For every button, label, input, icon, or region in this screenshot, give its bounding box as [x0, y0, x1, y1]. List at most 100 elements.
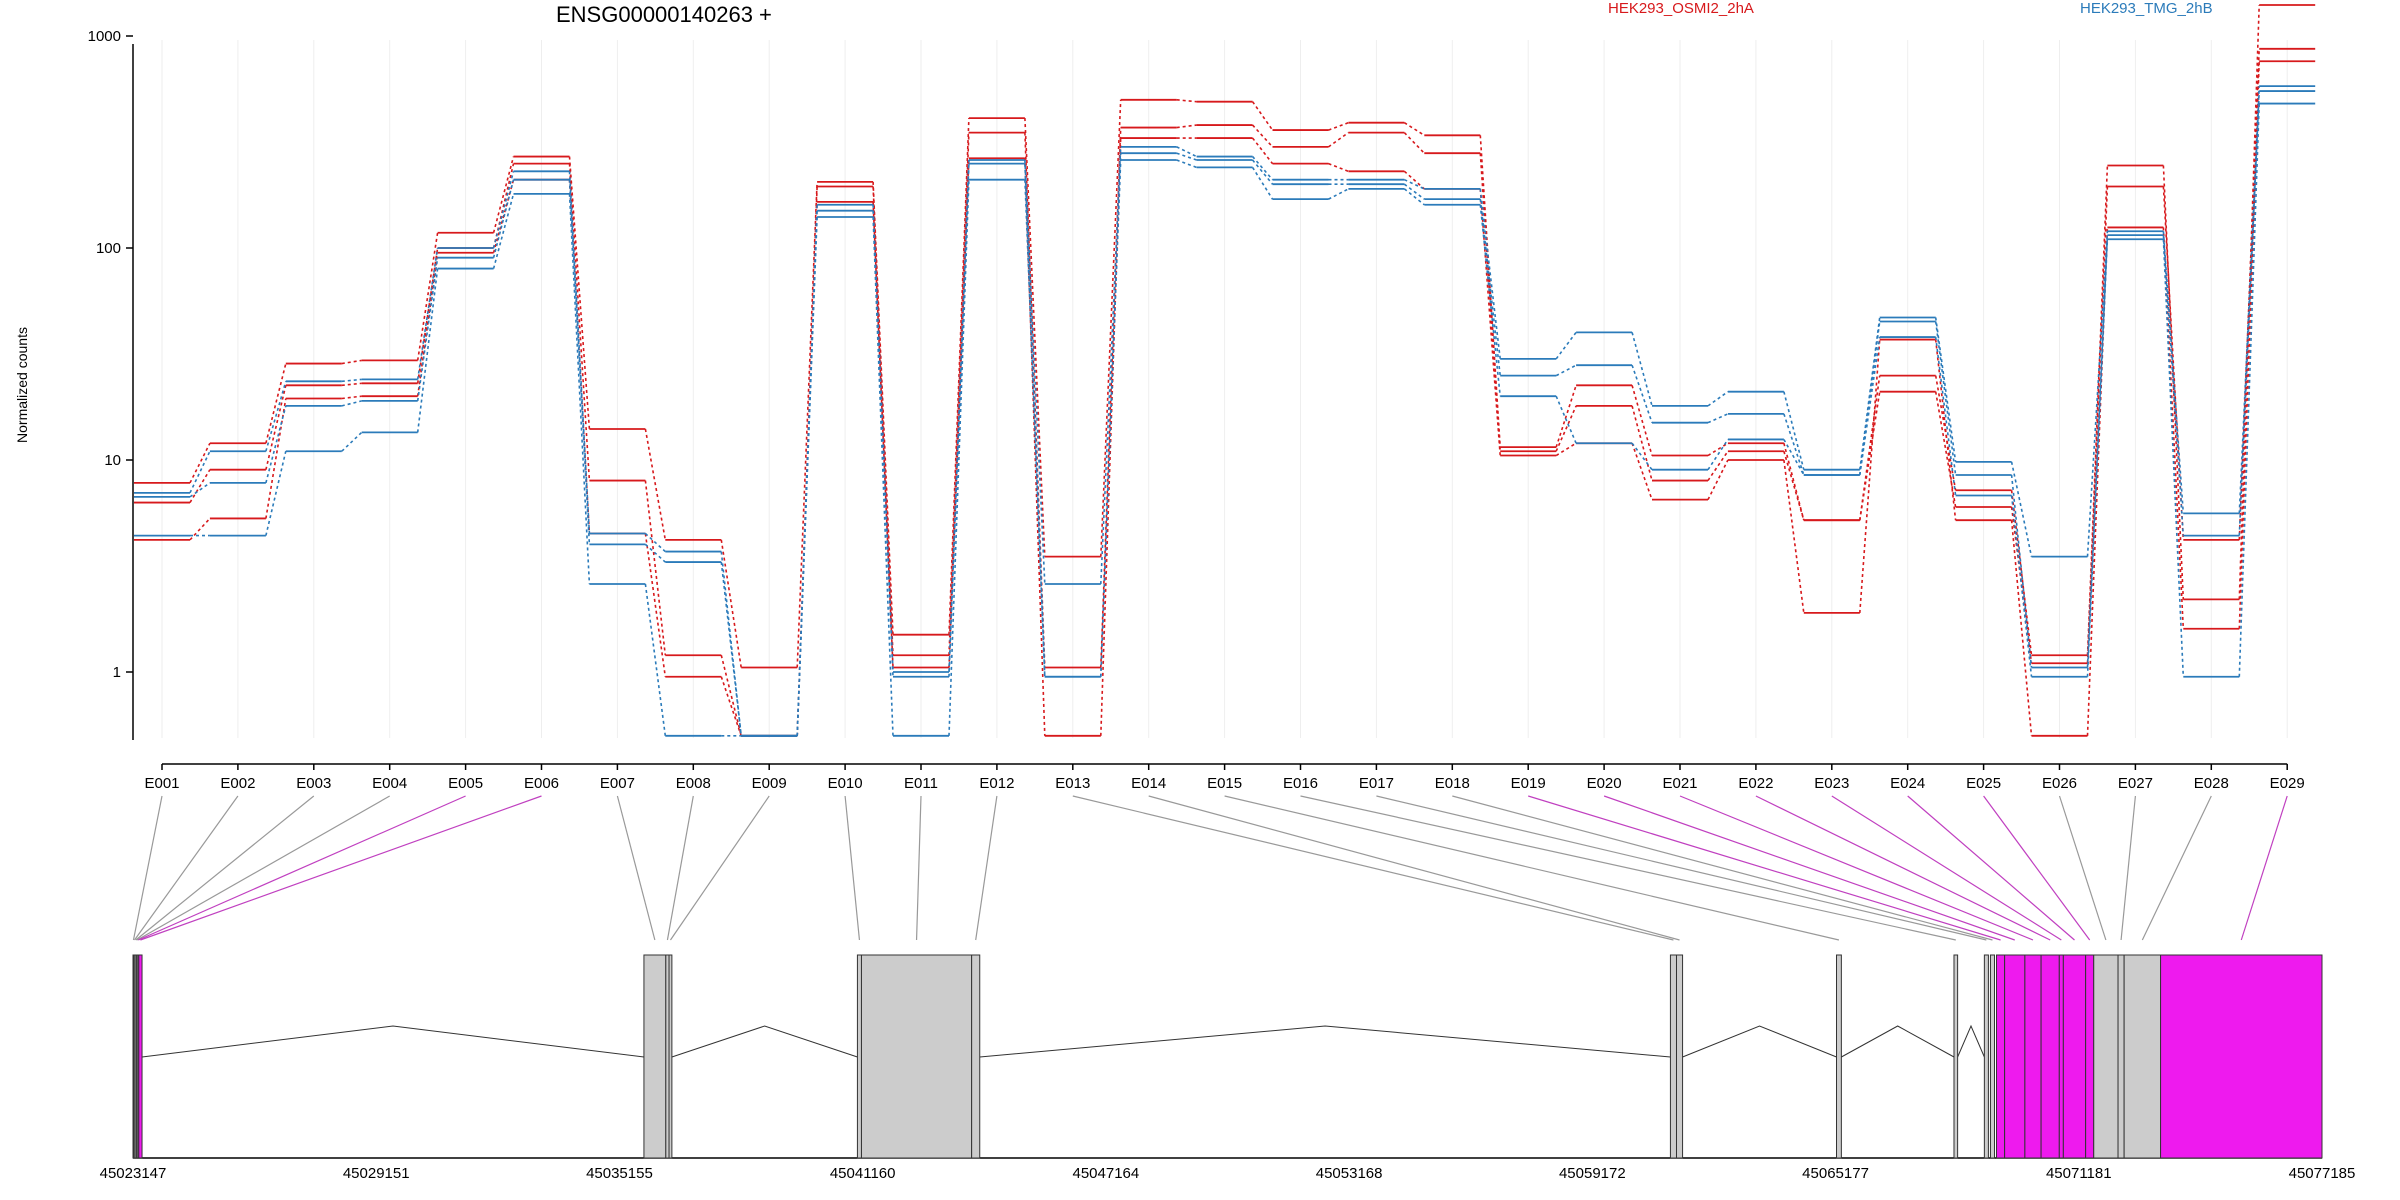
- intron-line: [979, 1025, 1671, 1058]
- exon-connector: [140, 795, 542, 941]
- exon-connector: [1300, 795, 1956, 941]
- series-connector: [644, 532, 666, 553]
- series-5: [134, 102, 2316, 737]
- series-connector: [2010, 520, 2033, 736]
- exon-box: [138, 954, 143, 1159]
- exon-box: [2004, 954, 2026, 1159]
- x-tick-label: E017: [1359, 775, 1394, 792]
- series-connector: [341, 431, 363, 452]
- genome-tick-label: 45029151: [343, 1165, 410, 1182]
- series-connector: [416, 247, 439, 384]
- y-axis-label: Normalized counts: [14, 327, 30, 443]
- x-tick-label: E027: [2118, 775, 2153, 792]
- intron-line: [1957, 1024, 1985, 1058]
- exon-connector: [1148, 795, 1680, 941]
- series-connector: [568, 179, 591, 545]
- series-connector: [720, 551, 742, 736]
- exon-box: [2040, 954, 2060, 1159]
- series-connector: [341, 378, 362, 383]
- legend-label-osmi2: HEK293_OSMI2_2hA: [1608, 0, 1754, 17]
- series-connector: [1024, 118, 1046, 557]
- x-tick-label: E006: [524, 775, 559, 792]
- exon-connector: [616, 795, 656, 941]
- series-connector: [1176, 146, 1197, 158]
- series-connector: [2010, 495, 2033, 677]
- exon-connector: [669, 795, 770, 941]
- series-connector: [1024, 163, 1046, 677]
- exon-box: [1989, 954, 1995, 1159]
- series-connector: [1707, 391, 1729, 407]
- x-tick-label: E014: [1131, 775, 1166, 792]
- series-connector: [2162, 235, 2185, 536]
- series-connector: [1100, 99, 1122, 557]
- series-connector: [1783, 439, 1805, 476]
- series-connector: [1631, 364, 1653, 423]
- series-connector: [1404, 178, 1425, 190]
- exon-box: [1983, 954, 1989, 1159]
- connector-layer: [132, 795, 2288, 941]
- exon-box: [2160, 954, 2323, 1159]
- exon-connector: [135, 795, 315, 941]
- intron-line: [141, 1025, 644, 1058]
- series-connector: [1707, 439, 1729, 471]
- series-connector: [1403, 170, 1425, 190]
- series-connector: [1783, 413, 1805, 476]
- x-tick-label: E018: [1435, 775, 1470, 792]
- series-connector: [341, 359, 362, 365]
- exon-connector: [975, 795, 998, 941]
- series-connector: [1403, 122, 1425, 137]
- series-connector: [2086, 235, 2109, 668]
- series-connector: [1783, 443, 1805, 521]
- genome-tick-label: 45053168: [1316, 1165, 1383, 1182]
- series-connector: [1859, 339, 1881, 613]
- series-connector: [341, 395, 362, 400]
- series-connector: [2162, 231, 2185, 514]
- exon-box: [856, 954, 862, 1159]
- exon-connector: [2120, 795, 2136, 941]
- series-connector: [1783, 391, 1805, 470]
- genome-tick-label: 45065177: [1802, 1165, 1869, 1182]
- series-connector: [492, 179, 515, 258]
- series-connector: [1859, 391, 1881, 521]
- x-tick-label: E021: [1662, 775, 1697, 792]
- genome-tick-label: 45035155: [586, 1165, 653, 1182]
- series-connector: [1707, 442, 1729, 457]
- exon-connector: [2058, 795, 2107, 941]
- series-connector: [1328, 132, 1349, 148]
- exon-connector: [132, 795, 163, 941]
- x-tick-label: E002: [220, 775, 255, 792]
- series-connector: [189, 442, 211, 484]
- exon-box: [668, 954, 673, 1159]
- x-tick-label: E025: [1966, 775, 2001, 792]
- series-connector: [1100, 159, 1122, 677]
- series-connector: [1631, 405, 1653, 481]
- y-tick-label: 1000: [88, 28, 121, 45]
- exon-connector: [134, 795, 239, 941]
- series-connector: [2238, 103, 2260, 677]
- series-connector: [1479, 188, 1501, 359]
- genome-tick-label: 45041160: [830, 1165, 896, 1182]
- exon-connector: [1755, 795, 2051, 941]
- series-connector: [1555, 442, 1577, 457]
- series-connector: [2010, 474, 2033, 668]
- exon-connector: [1831, 795, 2062, 941]
- series-connector: [1631, 332, 1653, 407]
- series-connector: [1100, 146, 1122, 585]
- series-connector: [1555, 385, 1577, 448]
- exon-connector: [666, 795, 694, 941]
- exon-connector: [1907, 795, 2075, 941]
- exon-connector: [1224, 795, 1840, 941]
- series-connector: [265, 398, 287, 519]
- series-connector: [1251, 101, 1274, 131]
- intron-line: [1841, 1025, 1955, 1058]
- exon-connector: [1452, 795, 1993, 941]
- series-connector: [1176, 159, 1197, 169]
- x-tick-label: E016: [1283, 775, 1318, 792]
- x-tick-label: E008: [676, 775, 711, 792]
- series-connector: [1934, 321, 1957, 476]
- exon-box: [1953, 954, 1959, 1159]
- exon-connector: [1983, 795, 2091, 941]
- series-connector: [416, 252, 439, 397]
- series-connector: [1631, 442, 1653, 500]
